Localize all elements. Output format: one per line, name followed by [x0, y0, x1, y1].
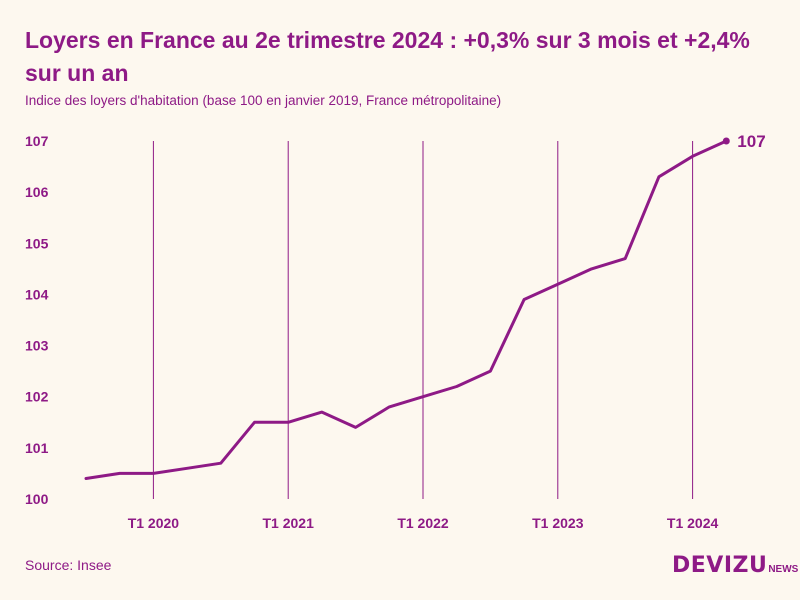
- chart-subtitle: Indice des loyers d'habitation (base 100…: [25, 93, 502, 108]
- y-axis-ticks: 100 101 102 103 104 105 106 107: [25, 133, 49, 507]
- y-tick-label: 103: [25, 338, 49, 354]
- source-note: Source: Insee: [25, 557, 112, 573]
- series-line: [84, 139, 728, 480]
- y-tick-label: 104: [25, 286, 49, 302]
- y-tick-label: 107: [25, 133, 49, 149]
- y-tick-label: 105: [25, 235, 49, 251]
- logo-wordmark: DEVIZU: [672, 553, 768, 578]
- vertical-gridlines: [152, 141, 694, 499]
- y-tick-label: 102: [25, 389, 49, 405]
- end-value-label: 107: [737, 132, 765, 151]
- brand-logo: DEVIZUNEWS: [672, 553, 798, 578]
- y-tick-label: 100: [25, 491, 49, 507]
- y-tick-label: 106: [25, 184, 49, 200]
- x-tick-label: T1 2022: [397, 515, 449, 531]
- logo-subtext: NEWS: [768, 564, 799, 575]
- x-tick-label: T1 2024: [667, 515, 719, 531]
- x-tick-label: T1 2020: [128, 515, 180, 531]
- x-tick-label: T1 2021: [263, 515, 315, 531]
- end-point-marker: [722, 137, 730, 145]
- x-tick-label: T1 2023: [532, 515, 584, 531]
- x-axis-ticks: T1 2020 T1 2021 T1 2022 T1 2023 T1 2024: [128, 515, 719, 531]
- y-tick-label: 101: [25, 440, 49, 456]
- chart-title: Loyers en France au 2e trimestre 2024 : …: [25, 27, 750, 86]
